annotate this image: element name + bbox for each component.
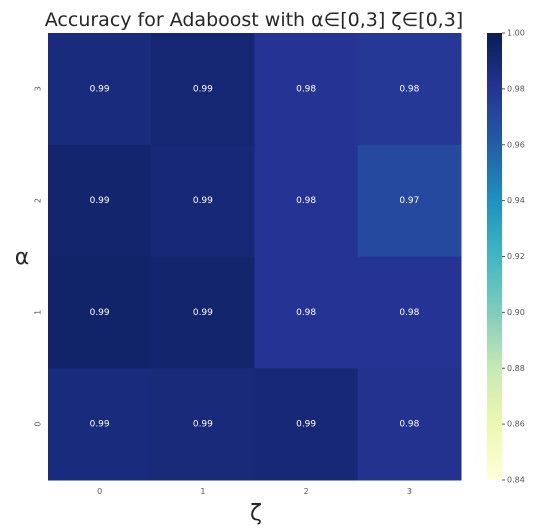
x-tick-label: 1 — [200, 487, 205, 496]
colorbar-tick-label: 0.94 — [507, 196, 525, 205]
cell-value-label: 0.99 — [90, 420, 110, 430]
cell-value-label: 0.99 — [193, 420, 213, 430]
colorbar-tick-label: 0.86 — [507, 420, 525, 429]
y-tick-label: 1 — [34, 310, 43, 315]
colorbar-tick-label: 0.90 — [507, 308, 525, 317]
cell-value-label: 0.98 — [296, 84, 316, 94]
cell-value-label: 0.99 — [90, 84, 110, 94]
chart-title: Accuracy for Adaboost with α∈[0,3] ζ∈[0,… — [45, 9, 463, 31]
colorbar-tick-label: 0.84 — [507, 476, 525, 485]
heatmap-cell — [151, 144, 255, 257]
cell-value-label: 0.99 — [90, 196, 110, 206]
cell-value-label: 0.98 — [296, 196, 316, 206]
heatmap-cells: 0.99 0.99 0.98 0.98 0.99 0.99 0.98 0.97 0.99 0.99… — [48, 33, 462, 481]
y-axis-label: α — [15, 245, 30, 270]
y-tick-label: 0 — [34, 422, 43, 427]
colorbar-ticks: 0.84 0.86 0.88 0.90 0.92 0.94 0.96 0.98 1.00 — [502, 29, 525, 485]
colorbar-tick-label: 0.92 — [507, 252, 525, 261]
cell-value-label: 0.99 — [193, 196, 213, 206]
cell-value-label: 0.99 — [193, 308, 213, 318]
x-axis-label: ζ — [250, 501, 262, 526]
heatmap-cell — [254, 256, 359, 369]
heatmap-cell — [254, 144, 359, 257]
heatmap-cell — [151, 33, 255, 146]
cell-value-label: 0.97 — [399, 196, 419, 206]
cell-value-label: 0.99 — [90, 308, 110, 318]
cell-value-label: 0.98 — [399, 308, 419, 318]
colorbar — [487, 33, 502, 480]
heatmap-cell — [357, 368, 462, 481]
heatmap-cell — [254, 33, 359, 146]
colorbar-tick-label: 0.88 — [507, 364, 525, 373]
heatmap-cell — [48, 144, 152, 257]
heatmap-cell — [357, 144, 462, 257]
heatmap-cell — [254, 368, 359, 481]
heatmap-cell — [357, 33, 462, 146]
cell-value-label: 0.98 — [399, 84, 419, 94]
y-tick-label: 3 — [34, 86, 43, 91]
heatmap-cell — [357, 256, 462, 369]
x-tick-labels: 0 1 2 3 — [97, 487, 412, 496]
x-tick-label: 2 — [304, 487, 309, 496]
cell-value-label: 0.98 — [399, 420, 419, 430]
heatmap-cell — [151, 368, 255, 481]
heatmap-cell — [48, 368, 152, 481]
colorbar-tick-label: 0.96 — [507, 140, 525, 149]
heatmap-cell — [151, 256, 255, 369]
heatmap-cell — [48, 33, 152, 146]
heatmap-cell — [48, 256, 152, 369]
colorbar-tick-label: 1.00 — [507, 29, 525, 38]
colorbar-tick-label: 0.98 — [507, 84, 525, 93]
cell-value-label: 0.98 — [296, 308, 316, 318]
x-tick-label: 0 — [97, 487, 102, 496]
cell-value-label: 0.99 — [193, 84, 213, 94]
y-tick-labels: 3 2 1 0 — [34, 86, 43, 426]
y-tick-label: 2 — [34, 198, 43, 203]
x-tick-label: 3 — [407, 487, 412, 496]
cell-value-label: 0.99 — [296, 420, 316, 430]
